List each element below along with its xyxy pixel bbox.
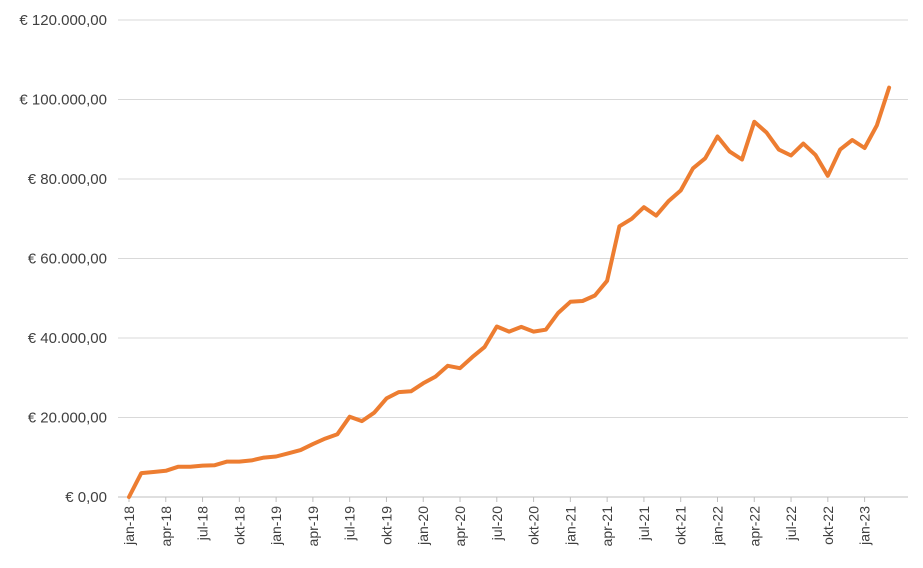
x-tick-label: jul-21 <box>636 506 652 541</box>
x-axis-tick-labels: jan-18 apr-18 jul-18 okt-18 jan-19 apr-19 jul-… <box>121 506 873 547</box>
x-tick-label: jul-18 <box>195 506 211 541</box>
y-tick-label: € 80.000,00 <box>28 171 107 188</box>
series-group <box>127 85 892 499</box>
x-tick-label: apr-18 <box>158 506 174 547</box>
x-tick-label: okt-21 <box>673 506 689 545</box>
x-tick-label: apr-20 <box>452 506 468 547</box>
x-tick-label: jan-23 <box>857 506 873 546</box>
y-tick-label: € 120.000,00 <box>19 12 107 29</box>
x-tick-label: jan-18 <box>121 506 137 546</box>
series-line <box>127 85 892 499</box>
y-tick-label: € 100.000,00 <box>19 92 107 109</box>
x-tick-label: okt-19 <box>378 506 394 545</box>
x-tick-label: jan-21 <box>562 506 578 546</box>
x-tick-label: jan-19 <box>268 506 284 546</box>
x-tick-label: okt-20 <box>526 506 542 545</box>
gridlines <box>118 19 908 418</box>
y-tick-label: € 60.000,00 <box>28 251 107 268</box>
x-tick-label: jan-20 <box>415 506 431 546</box>
y-tick-label: € 0,00 <box>65 489 107 506</box>
x-tick-label: jul-20 <box>489 506 505 541</box>
y-tick-label: € 40.000,00 <box>28 330 107 347</box>
x-tick-label: jan-22 <box>709 506 725 546</box>
x-tick-label: jul-19 <box>342 506 358 541</box>
x-axis-tick-marks <box>128 497 866 502</box>
x-tick-label: okt-22 <box>820 506 836 545</box>
x-tick-label: okt-18 <box>231 506 247 545</box>
x-tick-label: apr-19 <box>305 506 321 547</box>
x-tick-label: apr-22 <box>746 506 762 547</box>
x-tick-label: apr-21 <box>599 506 615 547</box>
y-tick-label: € 20.000,00 <box>28 410 107 427</box>
y-axis-tick-labels: € 0,00 € 20.000,00 € 40.000,00 € 60.000,00 €… <box>19 12 107 506</box>
x-tick-label: jul-22 <box>783 506 799 541</box>
